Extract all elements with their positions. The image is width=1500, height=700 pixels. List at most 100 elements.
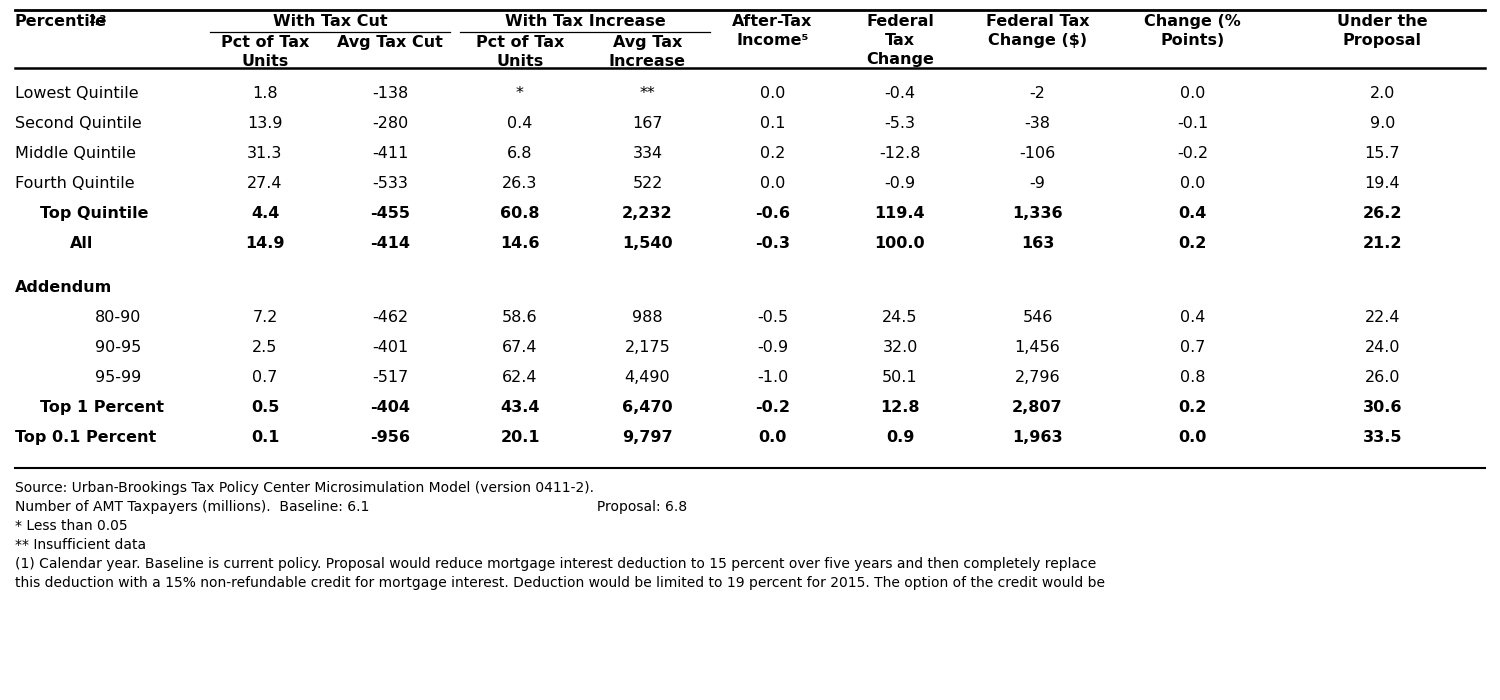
Text: Change (%
Points): Change (% Points) [1144, 14, 1240, 48]
Text: 15.7: 15.7 [1365, 146, 1401, 161]
Text: -462: -462 [372, 310, 408, 325]
Text: -0.9: -0.9 [885, 176, 915, 191]
Text: 2,175: 2,175 [624, 340, 670, 355]
Text: * Less than 0.05: * Less than 0.05 [15, 519, 128, 533]
Text: -401: -401 [372, 340, 408, 355]
Text: 0.7: 0.7 [1180, 340, 1204, 355]
Text: Under the
Proposal: Under the Proposal [1336, 14, 1428, 48]
Text: -411: -411 [372, 146, 408, 161]
Text: -0.2: -0.2 [754, 400, 790, 415]
Text: -0.3: -0.3 [754, 236, 790, 251]
Text: Source: Urban-Brookings Tax Policy Center Microsimulation Model (version 0411-2): Source: Urban-Brookings Tax Policy Cente… [15, 481, 594, 495]
Text: -455: -455 [370, 206, 410, 221]
Text: 119.4: 119.4 [874, 206, 926, 221]
Text: 26.0: 26.0 [1365, 370, 1401, 385]
Text: 0.2: 0.2 [760, 146, 784, 161]
Text: this deduction with a 15% non-refundable credit for mortgage interest. Deduction: this deduction with a 15% non-refundable… [15, 576, 1106, 590]
Text: 0.0: 0.0 [1179, 430, 1206, 445]
Text: 58.6: 58.6 [503, 310, 538, 325]
Text: Addendum: Addendum [15, 280, 112, 295]
Text: 4,490: 4,490 [624, 370, 670, 385]
Text: Top 1 Percent: Top 1 Percent [40, 400, 164, 415]
Text: Lowest Quintile: Lowest Quintile [15, 86, 138, 101]
Text: 1,456: 1,456 [1014, 340, 1060, 355]
Text: *: * [516, 86, 524, 101]
Text: 14.9: 14.9 [246, 236, 285, 251]
Text: 100.0: 100.0 [874, 236, 926, 251]
Text: 32.0: 32.0 [882, 340, 918, 355]
Text: 0.0: 0.0 [759, 430, 786, 445]
Text: -0.1: -0.1 [1178, 116, 1208, 131]
Text: -9: -9 [1029, 176, 1045, 191]
Text: All: All [70, 236, 93, 251]
Text: Number of AMT Taxpayers (millions).  Baseline: 6.1                              : Number of AMT Taxpayers (millions). Base… [15, 500, 687, 514]
Text: 0.5: 0.5 [251, 400, 279, 415]
Text: 0.7: 0.7 [252, 370, 278, 385]
Text: 167: 167 [633, 116, 663, 131]
Text: 2,232: 2,232 [622, 206, 674, 221]
Text: 4.4: 4.4 [251, 206, 279, 221]
Text: 21.2: 21.2 [1362, 236, 1402, 251]
Text: -0.9: -0.9 [758, 340, 788, 355]
Text: 2.0: 2.0 [1370, 86, 1395, 101]
Text: -0.4: -0.4 [885, 86, 915, 101]
Text: 334: 334 [633, 146, 663, 161]
Text: 0.2: 0.2 [1179, 400, 1206, 415]
Text: 20.1: 20.1 [500, 430, 540, 445]
Text: 50.1: 50.1 [882, 370, 918, 385]
Text: 163: 163 [1022, 236, 1054, 251]
Text: 6,470: 6,470 [622, 400, 674, 415]
Text: 33.5: 33.5 [1362, 430, 1402, 445]
Text: 67.4: 67.4 [503, 340, 537, 355]
Text: 1,336: 1,336 [1013, 206, 1064, 221]
Text: -0.5: -0.5 [758, 310, 788, 325]
Text: -138: -138 [372, 86, 408, 101]
Text: Percentile: Percentile [15, 14, 106, 29]
Text: 26.3: 26.3 [503, 176, 537, 191]
Text: 0.0: 0.0 [760, 86, 784, 101]
Text: 2,3: 2,3 [88, 15, 106, 25]
Text: ** Insufficient data: ** Insufficient data [15, 538, 146, 552]
Text: Top 0.1 Percent: Top 0.1 Percent [15, 430, 156, 445]
Text: -533: -533 [372, 176, 408, 191]
Text: Top Quintile: Top Quintile [40, 206, 148, 221]
Text: Avg Tax Cut: Avg Tax Cut [338, 35, 442, 50]
Text: 2,796: 2,796 [1014, 370, 1060, 385]
Text: 0.0: 0.0 [760, 176, 784, 191]
Text: 31.3: 31.3 [248, 146, 282, 161]
Text: (1) Calendar year. Baseline is current policy. Proposal would reduce mortgage in: (1) Calendar year. Baseline is current p… [15, 557, 1096, 571]
Text: Federal Tax
Change ($): Federal Tax Change ($) [986, 14, 1089, 48]
Text: 1,963: 1,963 [1013, 430, 1064, 445]
Text: -106: -106 [1020, 146, 1056, 161]
Text: 1.8: 1.8 [252, 86, 278, 101]
Text: 12.8: 12.8 [880, 400, 920, 415]
Text: 0.2: 0.2 [1179, 236, 1206, 251]
Text: With Tax Cut: With Tax Cut [273, 14, 387, 29]
Text: Second Quintile: Second Quintile [15, 116, 141, 131]
Text: 2,807: 2,807 [1013, 400, 1064, 415]
Text: 7.2: 7.2 [252, 310, 278, 325]
Text: 2.5: 2.5 [252, 340, 278, 355]
Text: 988: 988 [632, 310, 663, 325]
Text: -404: -404 [370, 400, 410, 415]
Text: 546: 546 [1023, 310, 1053, 325]
Text: 0.9: 0.9 [886, 430, 914, 445]
Text: -5.3: -5.3 [885, 116, 915, 131]
Text: With Tax Increase: With Tax Increase [504, 14, 666, 29]
Text: -414: -414 [370, 236, 410, 251]
Text: -1.0: -1.0 [758, 370, 788, 385]
Text: -517: -517 [372, 370, 408, 385]
Text: -280: -280 [372, 116, 408, 131]
Text: -38: -38 [1024, 116, 1050, 131]
Text: -0.6: -0.6 [754, 206, 790, 221]
Text: 0.0: 0.0 [1180, 86, 1204, 101]
Text: -0.2: -0.2 [1178, 146, 1208, 161]
Text: 13.9: 13.9 [248, 116, 282, 131]
Text: -956: -956 [370, 430, 410, 445]
Text: 0.4: 0.4 [507, 116, 532, 131]
Text: 27.4: 27.4 [248, 176, 282, 191]
Text: -12.8: -12.8 [879, 146, 921, 161]
Text: 62.4: 62.4 [503, 370, 537, 385]
Text: 95-99: 95-99 [94, 370, 141, 385]
Text: 9,797: 9,797 [622, 430, 674, 445]
